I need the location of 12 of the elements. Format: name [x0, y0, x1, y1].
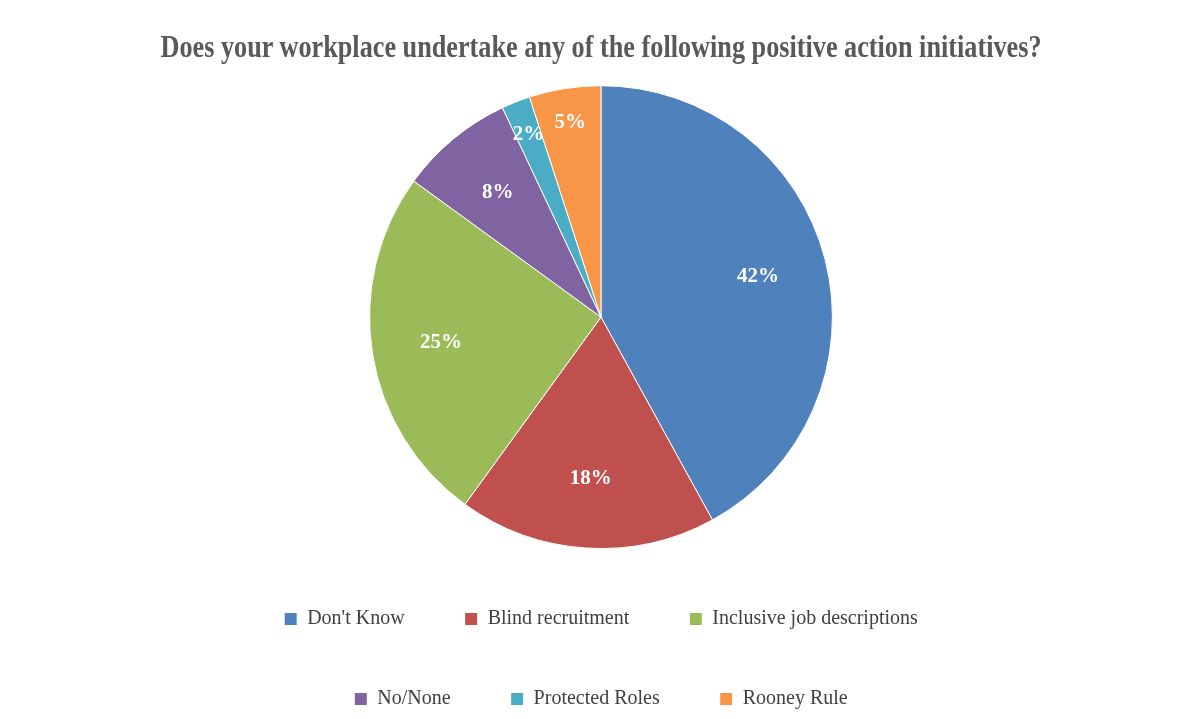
data-label: 18% [569, 465, 612, 490]
data-label: 25% [420, 328, 463, 353]
legend-label: No/None [377, 686, 451, 709]
legend-label: Rooney Rule [742, 686, 848, 710]
legend-label: Blind recruitment [487, 606, 630, 629]
data-label: 8% [482, 178, 514, 203]
data-label: 42% [736, 263, 779, 288]
legend-label: Protected Roles [533, 686, 660, 709]
legend-label: Don't Know [307, 606, 406, 629]
chart-title: Does your workplace undertake any of the following positive action initiatives? [160, 28, 1042, 64]
legend-label: Inclusive job descriptions [712, 606, 919, 630]
data-label: 5% [554, 109, 586, 134]
